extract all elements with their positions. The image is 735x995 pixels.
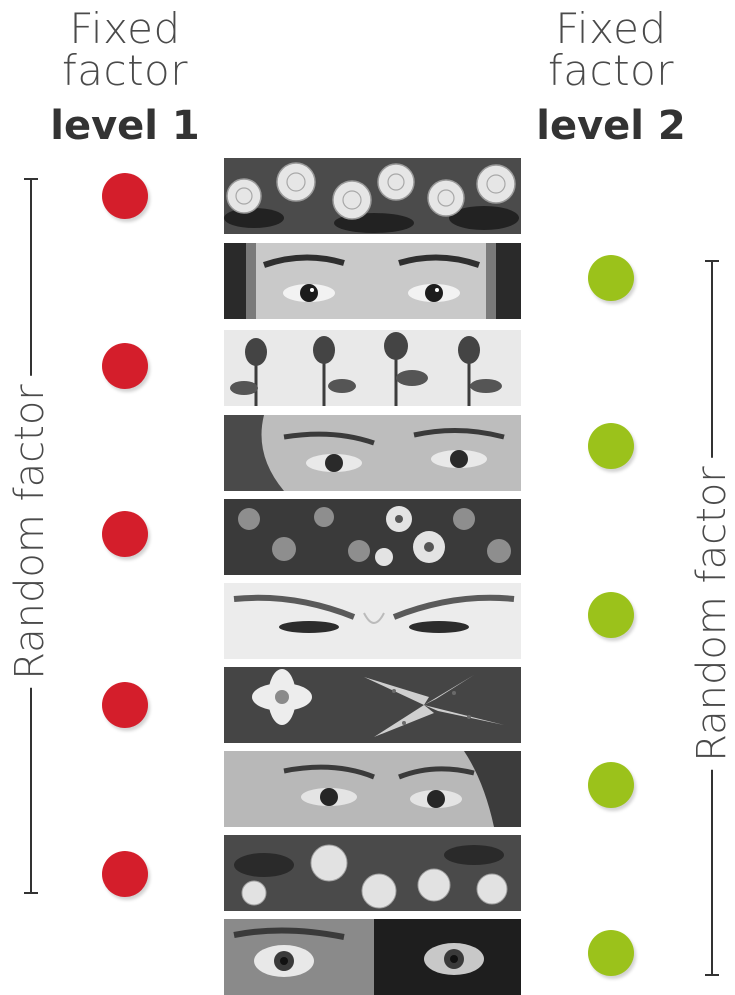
level-2-marker: [588, 762, 634, 808]
level-2-marker: [588, 592, 634, 638]
white-roses-image: [224, 158, 521, 234]
wide-eyes-image: [224, 919, 521, 995]
fixed-factor-level-2-header: Fixed factor level 2: [486, 4, 735, 149]
woman-eyes-image: [224, 751, 521, 827]
daisy-lily-image: [224, 667, 521, 743]
level-1-marker: [102, 343, 148, 389]
small-flowers-image: [224, 499, 521, 575]
level-1-marker: [102, 173, 148, 219]
zinnias-image: [224, 835, 521, 911]
level-2-marker: [588, 423, 634, 469]
header-right-line1: Fixed factor: [547, 4, 675, 95]
level-1-marker: [102, 682, 148, 728]
female-eyes-image: [224, 415, 521, 491]
random-factor-label-left: Random factor: [7, 376, 53, 688]
header-right-line2: level 2: [536, 103, 686, 149]
header-left-line2: level 1: [50, 103, 200, 149]
angry-eyes-image: [224, 583, 521, 659]
level-2-marker: [588, 930, 634, 976]
random-factor-label-right: Random factor: [689, 458, 735, 770]
header-left-line1: Fixed factor: [61, 4, 189, 95]
level-1-marker: [102, 851, 148, 897]
male-eyes-image: [224, 243, 521, 319]
level-2-marker: [588, 255, 634, 301]
level-1-marker: [102, 511, 148, 557]
rose-buds-image: [224, 330, 521, 406]
fixed-factor-level-1-header: Fixed factor level 1: [0, 4, 250, 149]
